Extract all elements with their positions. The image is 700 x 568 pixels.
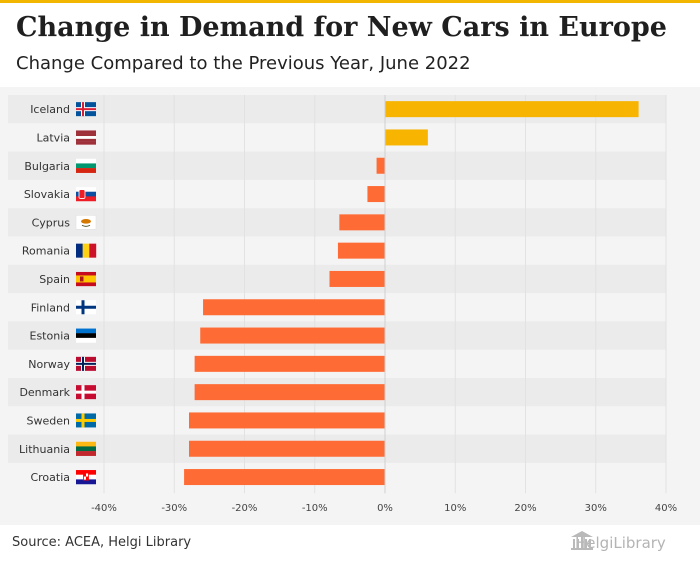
row-band	[8, 151, 666, 180]
flag-norway-icon	[76, 356, 96, 371]
category-label: Lithuania	[19, 443, 70, 456]
flag-finland-icon	[76, 300, 96, 315]
bar-bulgaria	[376, 157, 385, 174]
category-label: Sweden	[27, 414, 70, 427]
chart-area: -40% -30% -20% -10% 0% 10% 20% 30% 40% Iceland Lat…	[0, 87, 700, 525]
flag-bulgaria-icon	[76, 158, 96, 173]
x-tick-label: 0%	[377, 503, 393, 514]
category-label: Cyprus	[32, 216, 71, 229]
category-label: Slovakia	[24, 188, 70, 201]
chart-title: Change in Demand for New Cars in Europe	[16, 12, 667, 43]
bar-norway	[194, 355, 385, 372]
bar-cyprus	[339, 214, 385, 231]
row-band	[8, 208, 666, 237]
category-label: Norway	[28, 358, 70, 371]
x-tick-label: -40%	[91, 503, 117, 514]
category-label: Denmark	[19, 386, 70, 399]
bar-lithuania	[189, 440, 385, 457]
bar-denmark	[194, 384, 385, 401]
category-label: Estonia	[30, 330, 71, 343]
x-tick-label: -10%	[302, 503, 328, 514]
bar-estonia	[200, 327, 385, 344]
x-tick-label: -20%	[232, 503, 258, 514]
category-label: Bulgaria	[24, 160, 70, 173]
flag-estonia-icon	[76, 328, 96, 343]
bar-finland	[203, 299, 385, 316]
helgi-library-logo: HelgiLibrary	[570, 531, 666, 555]
x-tick-label: 30%	[585, 503, 607, 514]
accent-top-line	[0, 0, 700, 3]
bar-iceland	[385, 101, 639, 118]
flag-sweden-icon	[76, 413, 96, 428]
x-tick-label: 40%	[655, 503, 677, 514]
flag-croatia-icon	[76, 470, 96, 485]
category-label: Spain	[39, 273, 70, 286]
x-tick-label: 10%	[444, 503, 466, 514]
flag-denmark-icon	[76, 385, 96, 400]
bar-spain	[329, 270, 385, 287]
bar-sweden	[189, 412, 385, 429]
flag-slovakia-icon	[76, 187, 96, 202]
bar-latvia	[385, 129, 428, 146]
flag-cyprus-icon	[75, 215, 97, 230]
flag-spain-icon	[76, 271, 96, 287]
source-note: Source: ACEA, Helgi Library	[12, 535, 192, 550]
logo-text: HelgiLibrary	[575, 534, 666, 552]
category-label: Romania	[22, 245, 70, 258]
flag-latvia-icon	[76, 130, 96, 145]
bar-chart: -40% -30% -20% -10% 0% 10% 20% 30% 40% Iceland Lat…	[8, 95, 677, 514]
flag-iceland-icon	[76, 102, 96, 117]
x-tick-label: -30%	[161, 503, 187, 514]
category-label: Finland	[31, 301, 70, 314]
bar-slovakia	[367, 186, 385, 203]
category-label: Croatia	[30, 471, 70, 484]
flag-lithuania-icon	[76, 441, 96, 456]
category-label: Latvia	[37, 131, 71, 144]
chart-subtitle: Change Compared to the Previous Year, Ju…	[16, 53, 471, 74]
bar-croatia	[184, 469, 385, 486]
category-label: Iceland	[30, 103, 70, 116]
flag-romania-icon	[76, 243, 97, 258]
x-tick-label: 20%	[514, 503, 536, 514]
bar-romania	[337, 242, 385, 259]
